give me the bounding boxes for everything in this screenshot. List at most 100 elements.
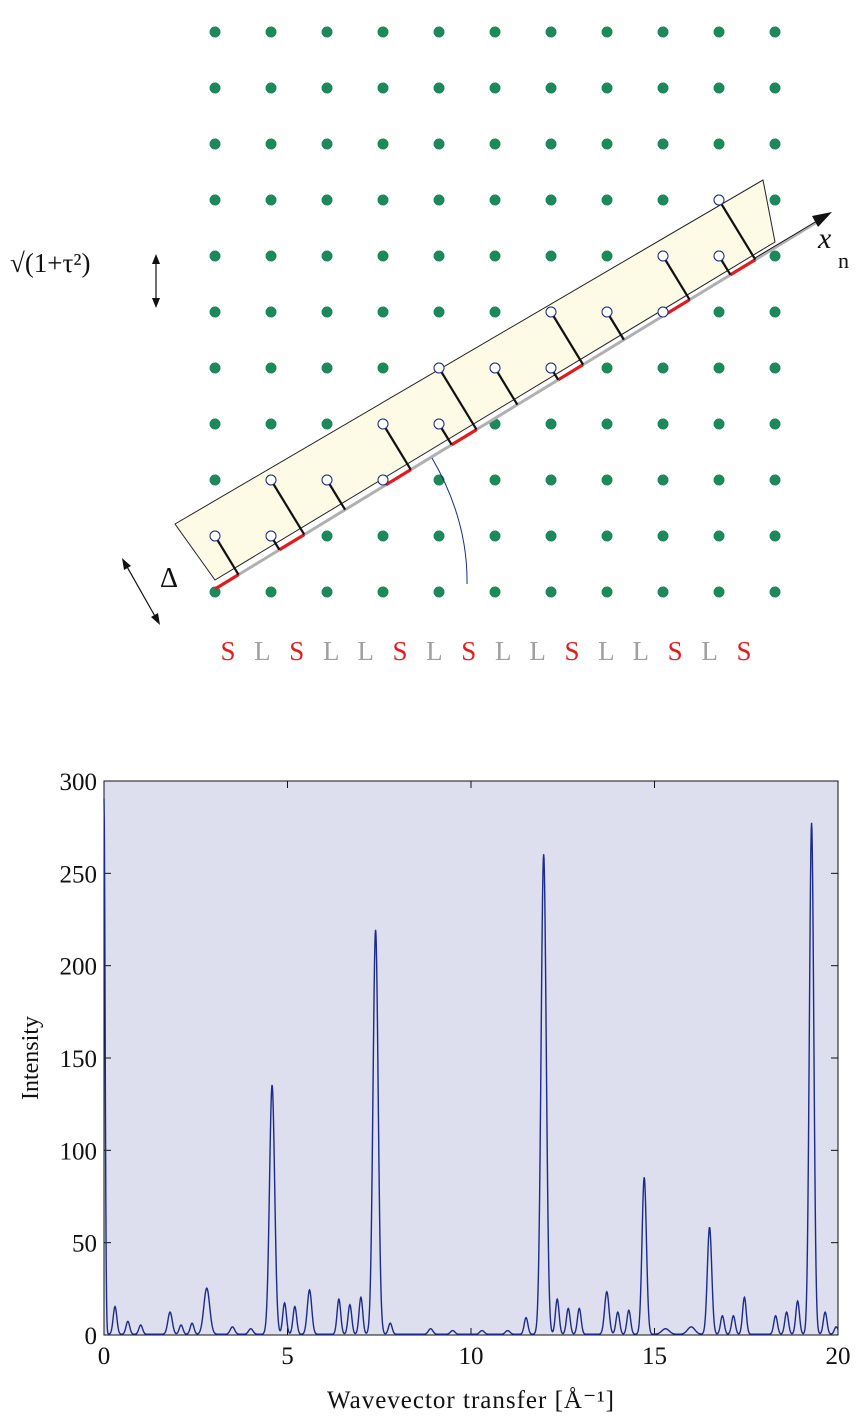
- lattice-point: [769, 306, 781, 318]
- lattice-point: [713, 138, 725, 150]
- lattice-point: [657, 530, 669, 542]
- y-tick-label: 50: [72, 1231, 97, 1258]
- x-tick-labels: 0 5 10 15 20: [98, 1343, 851, 1370]
- lattice-point: [601, 250, 613, 262]
- lattice-point: [209, 26, 221, 38]
- sequence-letter: L: [426, 636, 443, 666]
- lattice-point: [769, 530, 781, 542]
- lattice-point: [601, 474, 613, 486]
- lattice-point: [601, 418, 613, 430]
- y-tick-labels: 0 50 100 150 200 250 300: [60, 769, 98, 1350]
- lattice-point: [601, 530, 613, 542]
- lattice-point: [545, 250, 557, 262]
- sequence-letter: S: [564, 636, 579, 666]
- lattice-point: [321, 138, 333, 150]
- selected-lattice-points: [209, 194, 725, 542]
- lattice-point: [321, 586, 333, 598]
- sequence-letter: L: [598, 636, 615, 666]
- lattice-point: [265, 362, 277, 374]
- lattice-point: [209, 250, 221, 262]
- sequence-letter: S: [289, 636, 304, 666]
- lattice-point: [209, 474, 221, 486]
- width-label: Δ: [160, 563, 178, 594]
- short-segment: [557, 363, 584, 382]
- lattice-point: [433, 194, 445, 206]
- lattice-point: [321, 362, 333, 374]
- selected-point: [545, 362, 557, 374]
- spacing-label: √(1+τ²): [10, 248, 90, 278]
- lattice-point: [657, 26, 669, 38]
- y-tick-label: 200: [60, 954, 98, 981]
- annotation-curve: [431, 457, 468, 585]
- lattice-point: [489, 138, 501, 150]
- lattice-point: [713, 418, 725, 430]
- lattice-point: [657, 82, 669, 94]
- sequence-letter: L: [701, 636, 718, 666]
- projector-line: [382, 423, 412, 471]
- x-tick-label: 15: [642, 1343, 667, 1370]
- lattice-point: [601, 138, 613, 150]
- selected-point: [713, 194, 725, 206]
- x-axis-arrowhead: [812, 212, 832, 227]
- lattice-point: [433, 474, 445, 486]
- short-segment: [385, 468, 412, 487]
- lattice-point: [489, 306, 501, 318]
- projector-line: [270, 479, 306, 536]
- projector-line: [326, 479, 347, 511]
- y-tick-label: 300: [60, 769, 98, 796]
- sequence-letter: S: [392, 636, 407, 666]
- selected-point: [377, 418, 389, 430]
- projector-line: [718, 199, 757, 261]
- lattice-point: [545, 26, 557, 38]
- short-segment: [729, 258, 757, 277]
- lattice-point: [321, 306, 333, 318]
- projector-line: [550, 311, 585, 366]
- lattice-point: [545, 82, 557, 94]
- lattice-point: [209, 82, 221, 94]
- short-segment: [278, 533, 306, 552]
- projection-lines: [214, 199, 757, 576]
- projector-line: [494, 367, 519, 406]
- lattice-point: [489, 530, 501, 542]
- projection-axis: [214, 217, 823, 591]
- axis-label-subscript: n: [838, 248, 849, 273]
- lattice-point: [601, 194, 613, 206]
- intensity-chart: 0 5 10 15 20 0 50 100 150 200 250 300 Wavevector t…: [18, 769, 851, 1414]
- sequence-letter: L: [529, 636, 546, 666]
- lattice-point: [321, 418, 333, 430]
- y-tick-label: 100: [60, 1138, 98, 1165]
- acceptance-strip: [174, 179, 776, 581]
- x-tick-label: 5: [281, 1343, 294, 1370]
- y-tick-label: 0: [85, 1323, 98, 1350]
- lattice-point: [321, 26, 333, 38]
- lattice-point: [377, 194, 389, 206]
- lattice-point: [265, 82, 277, 94]
- selected-point: [321, 474, 333, 486]
- lattice-point: [209, 418, 221, 430]
- lattice-point: [601, 362, 613, 374]
- lattice-point: [209, 306, 221, 318]
- lattice-point: [489, 474, 501, 486]
- lattice-point: [321, 250, 333, 262]
- lattice-point: [713, 474, 725, 486]
- width-double-arrow: [122, 558, 160, 625]
- selected-point: [657, 250, 669, 262]
- y-tick-label: 250: [60, 861, 98, 888]
- lattice-point: [545, 474, 557, 486]
- lattice-point: [433, 138, 445, 150]
- short-segment: [663, 298, 691, 317]
- lattice-point: [489, 82, 501, 94]
- plot-area: [103, 780, 839, 1336]
- selected-point: [433, 362, 445, 374]
- sequence-letter: S: [461, 636, 476, 666]
- lattice-point: [265, 586, 277, 598]
- y-axis-label: Intensity: [18, 1016, 44, 1100]
- lattice-point: [265, 306, 277, 318]
- lattice-point: [209, 138, 221, 150]
- lattice-point: [209, 586, 221, 598]
- lattice-point: [545, 194, 557, 206]
- sequence-letter: L: [495, 636, 512, 666]
- selected-point: [657, 306, 669, 318]
